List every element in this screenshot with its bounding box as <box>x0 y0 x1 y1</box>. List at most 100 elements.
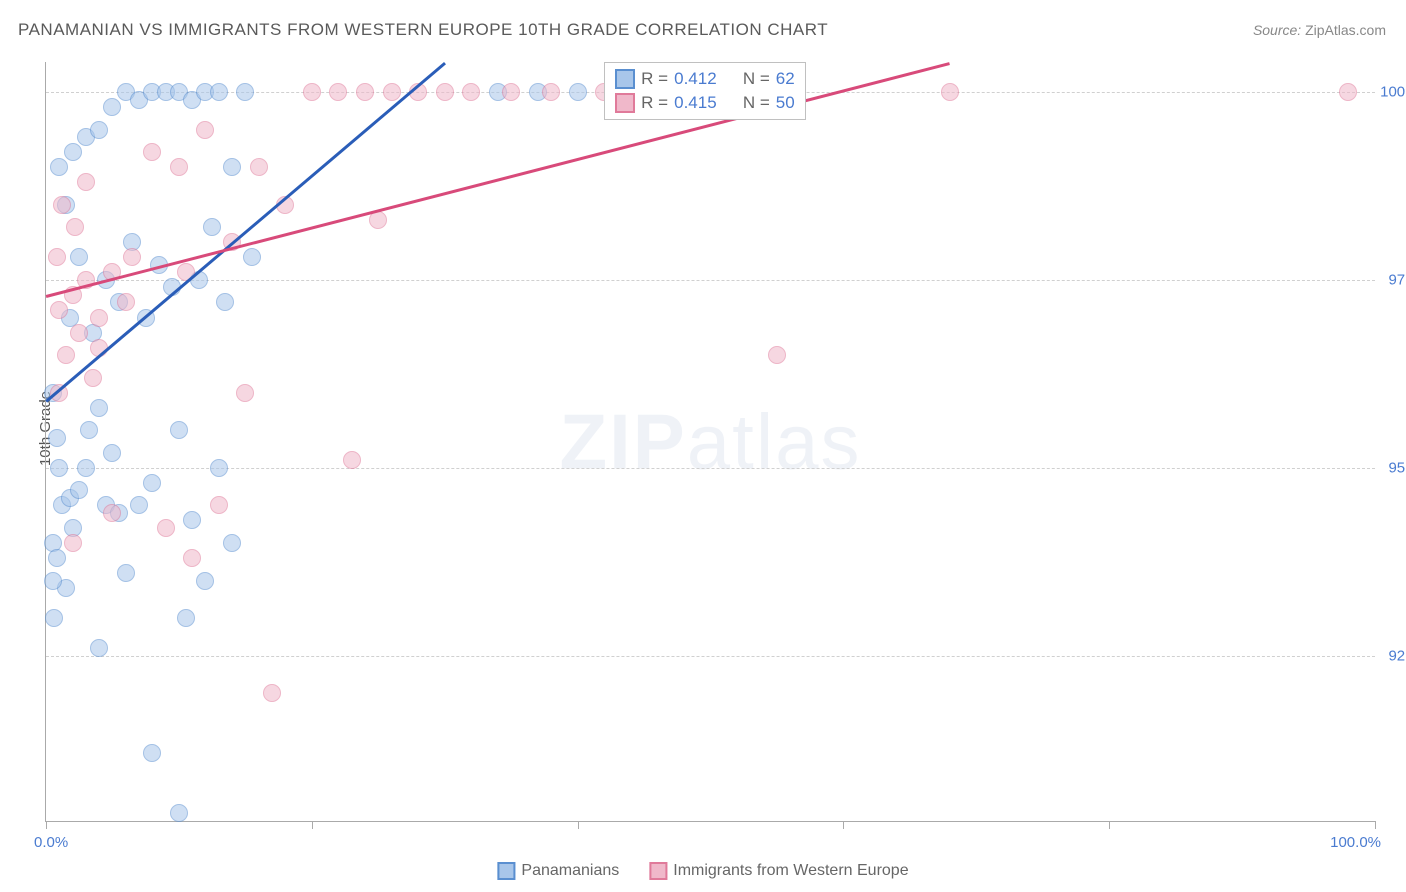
data-point <box>90 399 108 417</box>
data-point <box>45 609 63 627</box>
data-point <box>236 384 254 402</box>
data-point <box>103 444 121 462</box>
x-tick <box>312 821 313 829</box>
data-point <box>329 83 347 101</box>
legend-label-1: Panamanians <box>521 862 619 879</box>
data-point <box>236 83 254 101</box>
data-point <box>57 346 75 364</box>
y-tick-label: 100.0% <box>1380 84 1406 101</box>
r-label: R = <box>641 69 668 89</box>
data-point <box>80 421 98 439</box>
legend-item-western-europe: Immigrants from Western Europe <box>649 862 908 880</box>
source-label: Source: <box>1253 22 1305 38</box>
data-point <box>84 369 102 387</box>
data-point <box>48 248 66 266</box>
data-point <box>177 609 195 627</box>
data-point <box>223 158 241 176</box>
data-point <box>462 83 480 101</box>
watermark: ZIPatlas <box>559 396 861 487</box>
data-point <box>303 83 321 101</box>
y-tick-label: 95.0% <box>1388 459 1406 476</box>
data-point <box>768 346 786 364</box>
stats-swatch <box>615 93 635 113</box>
data-point <box>569 83 587 101</box>
x-tick <box>1375 821 1376 829</box>
data-point <box>130 496 148 514</box>
data-point <box>243 248 261 266</box>
data-point <box>210 83 228 101</box>
data-point <box>64 143 82 161</box>
data-point <box>143 744 161 762</box>
legend-label-2: Immigrants from Western Europe <box>673 862 908 879</box>
data-point <box>170 158 188 176</box>
data-point <box>542 83 560 101</box>
data-point <box>143 143 161 161</box>
data-point <box>436 83 454 101</box>
data-point <box>210 459 228 477</box>
data-point <box>157 519 175 537</box>
data-point <box>70 481 88 499</box>
data-point <box>216 293 234 311</box>
gridline <box>46 280 1375 281</box>
data-point <box>170 421 188 439</box>
data-point <box>103 504 121 522</box>
bottom-legend: Panamanians Immigrants from Western Euro… <box>497 862 908 880</box>
watermark-light: atlas <box>687 397 862 485</box>
stats-row: R = 0.415 N = 50 <box>615 91 795 115</box>
x-tick <box>578 821 579 829</box>
data-point <box>53 196 71 214</box>
r-value: 0.412 <box>674 69 717 89</box>
data-point <box>70 324 88 342</box>
data-point <box>90 309 108 327</box>
x-tick <box>1109 821 1110 829</box>
data-point <box>383 83 401 101</box>
data-point <box>123 248 141 266</box>
data-point <box>263 684 281 702</box>
data-point <box>117 564 135 582</box>
x-tick-label-left: 0.0% <box>34 834 68 851</box>
data-point <box>1339 83 1357 101</box>
data-point <box>64 534 82 552</box>
data-point <box>183 549 201 567</box>
data-point <box>196 572 214 590</box>
data-point <box>203 218 221 236</box>
chart-title: PANAMANIAN VS IMMIGRANTS FROM WESTERN EU… <box>18 20 828 40</box>
data-point <box>250 158 268 176</box>
data-point <box>103 98 121 116</box>
data-point <box>143 474 161 492</box>
n-value: 62 <box>776 69 795 89</box>
data-point <box>117 293 135 311</box>
scatter-plot-area: ZIPatlas 92.5%95.0%97.5%100.0%0.0%100.0%… <box>45 62 1375 822</box>
stats-row: R = 0.412 N = 62 <box>615 67 795 91</box>
legend-swatch-1 <box>497 862 515 880</box>
data-point <box>502 83 520 101</box>
x-tick <box>843 821 844 829</box>
watermark-bold: ZIP <box>559 397 686 485</box>
data-point <box>196 121 214 139</box>
data-point <box>77 173 95 191</box>
gridline <box>46 468 1375 469</box>
stats-swatch <box>615 69 635 89</box>
data-point <box>90 121 108 139</box>
x-tick <box>46 821 47 829</box>
n-label: N = <box>743 69 770 89</box>
n-value: 50 <box>776 93 795 113</box>
data-point <box>90 639 108 657</box>
r-label: R = <box>641 93 668 113</box>
data-point <box>343 451 361 469</box>
data-point <box>50 158 68 176</box>
legend-item-panamanians: Panamanians <box>497 862 619 880</box>
source-attribution: Source: ZipAtlas.com <box>1253 22 1386 38</box>
data-point <box>66 218 84 236</box>
data-point <box>183 511 201 529</box>
data-point <box>44 572 62 590</box>
legend-swatch-2 <box>649 862 667 880</box>
stats-legend: R = 0.412 N = 62R = 0.415 N = 50 <box>604 62 806 120</box>
x-tick-label-right: 100.0% <box>1330 834 1381 851</box>
data-point <box>77 459 95 477</box>
y-tick-label: 92.5% <box>1388 647 1406 664</box>
data-point <box>50 301 68 319</box>
data-point <box>223 534 241 552</box>
data-point <box>941 83 959 101</box>
r-value: 0.415 <box>674 93 717 113</box>
